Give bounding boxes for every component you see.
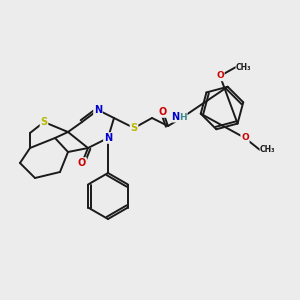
- Text: O: O: [241, 134, 249, 142]
- Text: N: N: [104, 133, 112, 143]
- Text: N: N: [171, 112, 179, 122]
- Text: H: H: [179, 112, 187, 122]
- Text: S: S: [40, 117, 48, 127]
- Text: O: O: [216, 71, 224, 80]
- Text: O: O: [78, 158, 86, 168]
- Text: N: N: [94, 105, 102, 115]
- Text: CH₃: CH₃: [260, 146, 275, 154]
- Text: O: O: [159, 107, 167, 117]
- Text: CH₃: CH₃: [236, 62, 251, 71]
- Text: S: S: [130, 123, 138, 133]
